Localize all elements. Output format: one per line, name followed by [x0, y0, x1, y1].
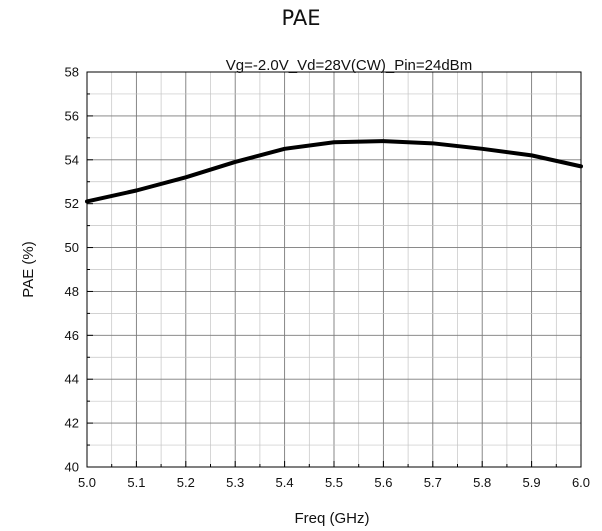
page-title: PAE	[281, 6, 321, 30]
x-tick-label: 5.6	[374, 475, 392, 490]
x-tick-label: 6.0	[572, 475, 590, 490]
x-tick-label: 5.9	[523, 475, 541, 490]
y-tick-label: 58	[65, 65, 79, 80]
x-axis-label: Freq (GHz)	[295, 510, 370, 527]
x-tick-label: 5.7	[424, 475, 442, 490]
x-tick-label: 5.1	[127, 475, 145, 490]
x-tick-label: 5.3	[226, 475, 244, 490]
y-tick-label: 52	[65, 196, 79, 211]
y-tick-label: 56	[65, 108, 79, 123]
y-tick-label: 48	[65, 284, 79, 299]
y-tick-label: 42	[65, 416, 79, 431]
y-axis-label: PAE (%)	[20, 241, 37, 297]
grid	[87, 72, 581, 467]
chart-title: Vg=-2.0V_Vd=28V(CW)_Pin=24dBm	[226, 57, 472, 74]
y-tick-label: 40	[65, 460, 79, 475]
x-tick-label: 5.8	[473, 475, 491, 490]
x-tick-label: 5.4	[276, 475, 294, 490]
y-tick-label: 46	[65, 328, 79, 343]
axis-ticks: 5.0 5.1 5.2 5.3 5.4 5.5 5.6 5.7 5.8 5.9 6.0 40 42 44 4…	[65, 65, 591, 491]
x-tick-label: 5.5	[325, 475, 343, 490]
y-tick-label: 44	[65, 372, 79, 387]
y-tick-label: 50	[65, 240, 79, 255]
x-tick-label: 5.0	[78, 475, 96, 490]
y-tick-label: 54	[65, 152, 79, 167]
x-tick-label: 5.2	[177, 475, 195, 490]
